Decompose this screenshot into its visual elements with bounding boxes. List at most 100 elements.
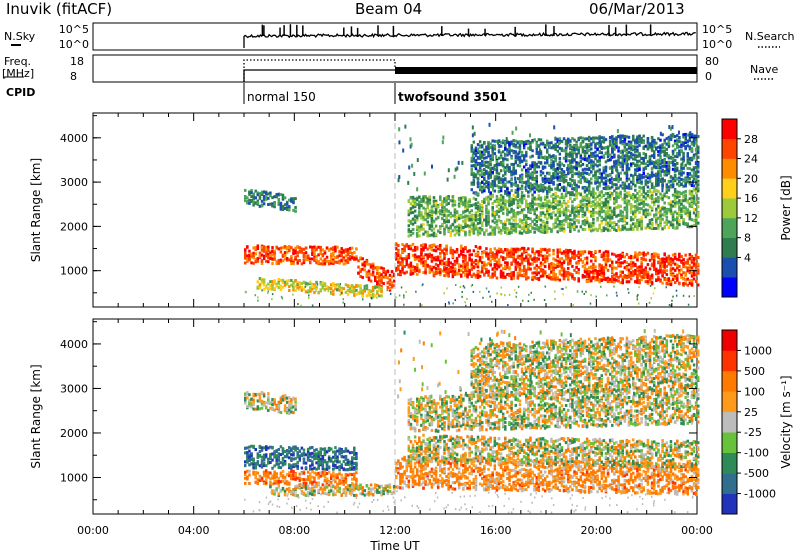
data-cell bbox=[508, 267, 511, 271]
data-cell bbox=[302, 247, 306, 251]
data-cell bbox=[510, 250, 513, 254]
data-cell bbox=[625, 209, 629, 213]
data-cell bbox=[629, 277, 633, 281]
data-cell bbox=[546, 259, 549, 263]
data-cell bbox=[520, 246, 524, 250]
data-cell bbox=[491, 185, 494, 189]
data-cell bbox=[489, 197, 492, 201]
data-cell bbox=[667, 277, 671, 281]
data-cell bbox=[537, 204, 541, 208]
data-cell bbox=[430, 221, 434, 225]
data-cell bbox=[552, 274, 555, 278]
data-cell bbox=[491, 139, 494, 143]
data-cell bbox=[474, 192, 478, 196]
data-cell bbox=[290, 246, 293, 250]
data-cell bbox=[436, 215, 440, 219]
data-cell bbox=[531, 193, 534, 197]
data-cell bbox=[537, 216, 541, 220]
data-cell bbox=[640, 227, 643, 231]
data-cell bbox=[489, 225, 492, 229]
data-cell bbox=[415, 247, 419, 251]
data-cell bbox=[262, 194, 266, 198]
data-cell bbox=[529, 267, 532, 271]
data-cell bbox=[650, 263, 654, 267]
data-cell bbox=[571, 158, 574, 162]
data-cell bbox=[522, 264, 526, 268]
data-cell bbox=[256, 285, 260, 289]
data-cell bbox=[422, 206, 425, 210]
data-cell bbox=[552, 277, 555, 281]
data-cell bbox=[581, 275, 585, 279]
data-cell bbox=[543, 254, 547, 258]
data-cell bbox=[604, 265, 608, 269]
data-cell bbox=[661, 257, 664, 261]
data-cell bbox=[548, 276, 551, 280]
data-cell bbox=[602, 253, 606, 257]
data-cell bbox=[428, 195, 432, 199]
data-cell bbox=[627, 271, 631, 275]
data-cell bbox=[558, 152, 562, 156]
data-cell bbox=[491, 146, 494, 150]
data-cell bbox=[684, 253, 687, 257]
data-cell bbox=[367, 290, 371, 294]
data-cell bbox=[566, 266, 570, 270]
data-cell bbox=[430, 210, 434, 214]
data-cell bbox=[321, 262, 325, 266]
data-cell bbox=[516, 157, 520, 161]
data-cell bbox=[493, 199, 497, 203]
data-cell bbox=[671, 200, 675, 204]
data-cell bbox=[269, 257, 272, 261]
data-cell bbox=[451, 266, 455, 270]
data-cell bbox=[480, 185, 484, 189]
data-cell bbox=[512, 151, 515, 155]
data-cell bbox=[688, 197, 692, 201]
data-cell bbox=[655, 267, 658, 271]
data-cell bbox=[617, 262, 620, 266]
data-cell bbox=[395, 252, 398, 256]
beam-title: Beam 04 bbox=[355, 0, 423, 18]
data-cell bbox=[564, 216, 568, 220]
data-cell bbox=[585, 208, 589, 212]
data-cell bbox=[493, 211, 497, 215]
data-cell bbox=[518, 164, 522, 168]
data-cell bbox=[525, 254, 528, 258]
data-cell bbox=[510, 216, 513, 220]
data-cell bbox=[552, 154, 555, 158]
data-cell bbox=[619, 261, 622, 265]
data-cell bbox=[267, 192, 270, 196]
data-cell bbox=[487, 257, 490, 261]
nave-tick-top: 80 bbox=[705, 55, 719, 68]
data-cell bbox=[422, 227, 425, 231]
data-cell bbox=[583, 220, 587, 224]
data-cell bbox=[554, 199, 557, 203]
data-cell bbox=[692, 201, 696, 205]
data-cell bbox=[495, 276, 499, 280]
data-cell bbox=[692, 273, 696, 277]
data-cell bbox=[283, 254, 287, 258]
data-cell bbox=[690, 254, 694, 258]
data-cell bbox=[411, 253, 415, 257]
data-cell bbox=[575, 265, 578, 269]
data-cell bbox=[283, 203, 287, 207]
data-cell bbox=[587, 209, 591, 213]
data-cell bbox=[430, 218, 434, 222]
data-cell bbox=[642, 188, 645, 192]
data-cell bbox=[470, 209, 473, 213]
data-cell bbox=[625, 194, 629, 198]
data-cell bbox=[527, 190, 530, 194]
data-cell bbox=[606, 224, 610, 228]
data-cell bbox=[665, 258, 669, 262]
data-cell bbox=[487, 273, 490, 277]
data-cell bbox=[506, 193, 509, 197]
data-cell bbox=[248, 249, 251, 253]
data-cell bbox=[684, 271, 687, 275]
data-cell bbox=[652, 252, 656, 256]
data-cell bbox=[690, 197, 694, 201]
data-cell bbox=[644, 211, 648, 215]
nsky-label: N.Sky bbox=[4, 30, 36, 43]
data-cell bbox=[587, 204, 591, 208]
data-cell bbox=[520, 219, 524, 223]
data-cell bbox=[539, 264, 543, 268]
data-cell bbox=[501, 161, 505, 165]
data-cell bbox=[415, 263, 419, 267]
